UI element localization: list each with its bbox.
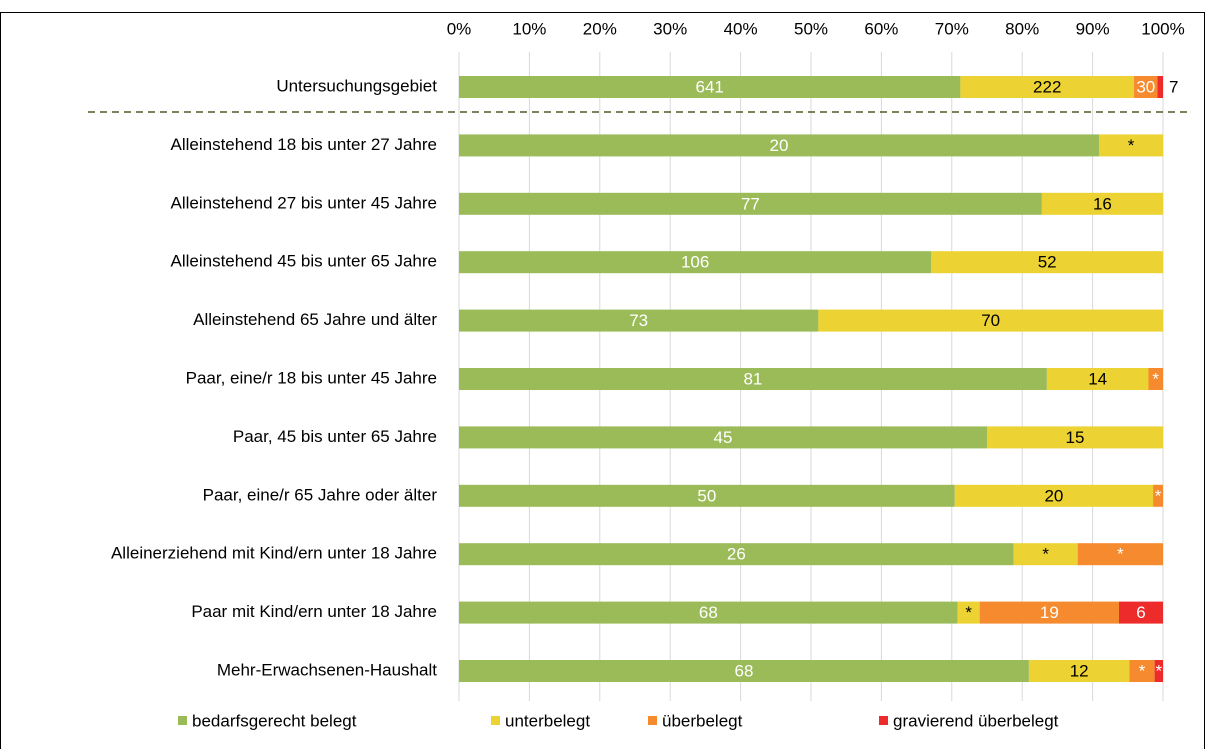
bar-segment [1099, 134, 1163, 157]
category-label: Untersuchungsgebiet [276, 76, 437, 95]
bar-segment [960, 76, 1135, 98]
bar-segment [979, 601, 1119, 624]
data-label: 45 [714, 428, 733, 447]
data-label: 15 [1066, 428, 1085, 447]
bar-segment [1119, 601, 1163, 624]
bar-segment [459, 484, 955, 507]
bar-segment [459, 309, 819, 332]
bar-segment [957, 601, 980, 624]
data-label: 26 [727, 545, 746, 564]
category-label: Paar, eine/r 18 bis unter 45 Jahre [186, 368, 437, 387]
data-label: 106 [681, 253, 709, 272]
data-label: 20 [770, 136, 789, 155]
legend-label: gravierend überbelegt [893, 711, 1059, 730]
x-tick-label: 0% [447, 19, 472, 38]
data-label: * [1117, 545, 1124, 564]
legend-swatch [491, 716, 500, 725]
bar-segment [987, 426, 1163, 449]
x-tick-label: 70% [935, 19, 969, 38]
bar-segment [459, 426, 987, 449]
bar-segment [931, 251, 1163, 274]
data-label: * [1152, 369, 1159, 388]
category-label: Alleinstehend 45 bis unter 65 Jahre [170, 252, 437, 271]
x-tick-label: 90% [1076, 19, 1110, 38]
bar-segment [818, 309, 1163, 332]
x-tick-label: 20% [583, 19, 617, 38]
data-label: * [1155, 486, 1162, 505]
x-tick-label: 10% [512, 19, 546, 38]
category-label: Alleinstehend 27 bis unter 45 Jahre [170, 193, 437, 212]
bar-segment [459, 543, 1014, 566]
legend-swatch [648, 716, 657, 725]
data-label: 12 [1070, 661, 1089, 680]
legend-label: überbelegt [662, 711, 743, 730]
bar-segment [1046, 368, 1149, 390]
category-label: Alleinstehend 18 bis unter 27 Jahre [170, 135, 437, 154]
x-tick-label: 80% [1005, 19, 1039, 38]
data-label: 19 [1040, 603, 1059, 622]
data-label: 20 [1044, 486, 1063, 505]
bar-segment [459, 251, 932, 274]
bar-segment [459, 660, 1029, 682]
bar-segment [1134, 76, 1158, 98]
data-label: 16 [1093, 194, 1112, 213]
bar-segment [459, 192, 1042, 215]
bar-segment [1157, 76, 1163, 98]
bar-segment [1129, 660, 1155, 682]
category-label: Mehr-Erwachsenen-Haushalt [217, 660, 437, 679]
bar-segment [1028, 660, 1130, 682]
data-label: 68 [734, 661, 753, 680]
data-label: 14 [1088, 369, 1107, 388]
legend-label: unterbelegt [505, 711, 590, 730]
bar-segment [954, 484, 1154, 507]
data-label: 77 [741, 194, 760, 213]
data-label: 70 [981, 311, 1000, 330]
bar-segment [1153, 484, 1163, 507]
bar-segment [1154, 660, 1163, 682]
x-tick-label: 40% [724, 19, 758, 38]
x-tick-label: 30% [653, 19, 687, 38]
bar-segment [459, 76, 961, 98]
category-label: Alleinstehend 65 Jahre und älter [193, 310, 437, 329]
data-label: 222 [1033, 77, 1061, 96]
category-label: Paar, 45 bis unter 65 Jahre [233, 427, 437, 446]
data-label: 73 [629, 311, 648, 330]
x-tick-label: 60% [864, 19, 898, 38]
data-label: 7 [1169, 77, 1178, 96]
data-label: * [965, 603, 972, 622]
data-label: * [1042, 545, 1049, 564]
bar-segment [459, 134, 1099, 157]
bar-segment [1013, 543, 1078, 566]
data-label: * [1155, 661, 1162, 680]
legend-swatch [879, 716, 888, 725]
bar-segment [1077, 543, 1163, 566]
data-label: 52 [1038, 253, 1057, 272]
data-label: * [1139, 661, 1146, 680]
legend-label: bedarfsgerecht belegt [192, 711, 357, 730]
bar-segment [1041, 192, 1163, 215]
data-label: 81 [743, 369, 762, 388]
data-label: 641 [696, 77, 724, 96]
category-label: Alleinerziehend mit Kind/ern unter 18 Ja… [111, 544, 437, 563]
data-label: * [1128, 136, 1135, 155]
legend-swatch [178, 716, 187, 725]
x-tick-label: 100% [1141, 19, 1184, 38]
x-tick-label: 50% [794, 19, 828, 38]
bar-segment [459, 601, 958, 624]
frame [0, 12, 1205, 749]
data-label: 6 [1136, 603, 1145, 622]
data-label: 68 [699, 603, 718, 622]
data-label: 30 [1136, 77, 1155, 96]
bar-segment [459, 368, 1047, 390]
category-label: Paar, eine/r 65 Jahre oder älter [203, 485, 438, 504]
bar-segment [1148, 368, 1163, 390]
category-label: Paar mit Kind/ern unter 18 Jahre [191, 602, 437, 621]
data-label: 50 [697, 486, 716, 505]
